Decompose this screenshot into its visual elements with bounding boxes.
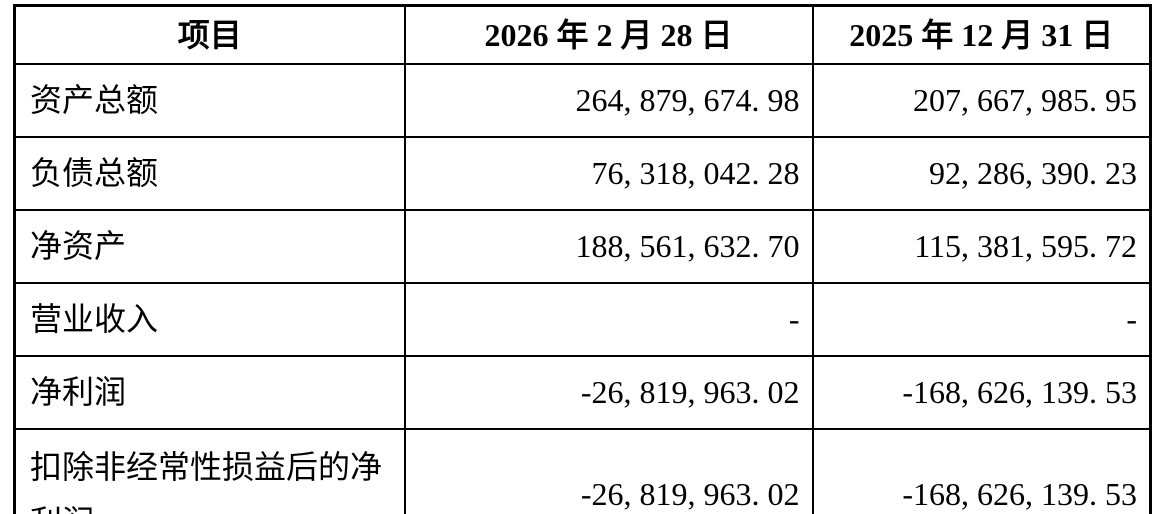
total-liabilities-period1: 76, 318, 042. 28	[403, 136, 814, 211]
net-profit-excl-nonrecurring-period2: -168, 626, 139. 53	[811, 428, 1152, 514]
total-liabilities-period2: 92, 286, 390. 23	[811, 136, 1152, 211]
net-assets-period1: 188, 561, 632. 70	[403, 209, 814, 284]
financial-summary-table: 项目 2026 年 2 月 28 日 2025 年 12 月 31 日 资产总额…	[13, 4, 1152, 514]
table-row: 净利润 -26, 819, 963. 02 -168, 626, 139. 53	[13, 355, 1152, 430]
row-label-operating-revenue: 营业收入	[13, 282, 406, 357]
row-label-net-profit-excl-nonrecurring: 扣除非经常性损益后的净利润	[13, 428, 406, 514]
table-row: 营业收入 - -	[13, 282, 1152, 357]
total-assets-period2: 207, 667, 985. 95	[811, 63, 1152, 138]
net-profit-excl-nonrecurring-period1: -26, 819, 963. 02	[403, 428, 814, 514]
row-label-net-profit: 净利润	[13, 355, 406, 430]
table-header-row: 项目 2026 年 2 月 28 日 2025 年 12 月 31 日	[13, 4, 1152, 65]
net-profit-period1: -26, 819, 963. 02	[403, 355, 814, 430]
total-assets-period1: 264, 879, 674. 98	[403, 63, 814, 138]
column-header-item: 项目	[13, 4, 406, 65]
column-header-period1: 2026 年 2 月 28 日	[403, 4, 814, 65]
row-label-net-assets: 净资产	[13, 209, 406, 284]
column-header-period2: 2025 年 12 月 31 日	[811, 4, 1152, 65]
table-row: 资产总额 264, 879, 674. 98 207, 667, 985. 95	[13, 63, 1152, 138]
net-profit-period2: -168, 626, 139. 53	[811, 355, 1152, 430]
net-assets-period2: 115, 381, 595. 72	[811, 209, 1152, 284]
table-row: 扣除非经常性损益后的净利润 -26, 819, 963. 02 -168, 62…	[13, 428, 1152, 514]
row-label-total-assets: 资产总额	[13, 63, 406, 138]
table-row: 负债总额 76, 318, 042. 28 92, 286, 390. 23	[13, 136, 1152, 211]
row-label-total-liabilities: 负债总额	[13, 136, 406, 211]
operating-revenue-period1: -	[403, 282, 814, 357]
table-row: 净资产 188, 561, 632. 70 115, 381, 595. 72	[13, 209, 1152, 284]
operating-revenue-period2: -	[811, 282, 1152, 357]
